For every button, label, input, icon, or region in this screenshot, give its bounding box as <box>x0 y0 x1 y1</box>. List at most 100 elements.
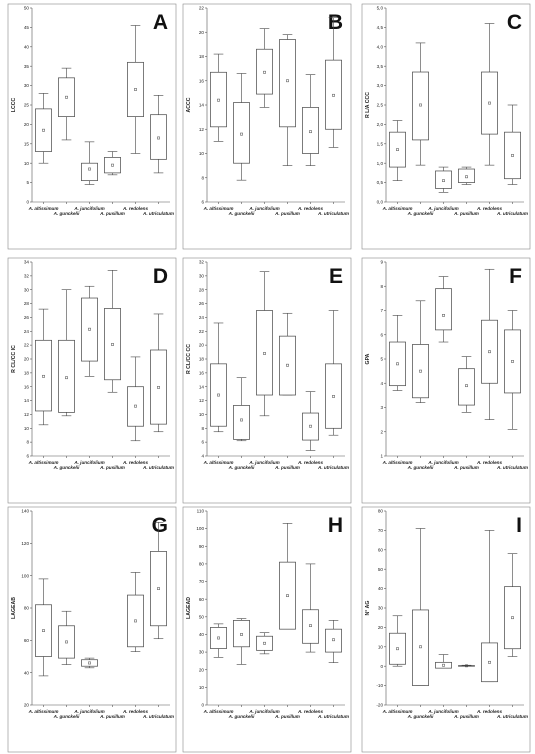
x-category-label: A. redolens <box>122 206 148 211</box>
box-5 <box>302 74 319 166</box>
iqr-box <box>35 339 52 412</box>
x-category-label: A. juncifolium <box>248 709 279 714</box>
box-4 <box>458 166 475 185</box>
iqr-box <box>256 310 273 396</box>
box-3 <box>81 141 98 185</box>
mean-marker <box>88 661 91 665</box>
mean-marker <box>42 629 45 632</box>
x-category-label: A. redolens <box>122 709 148 714</box>
mean-marker <box>157 587 160 590</box>
iqr-box <box>389 341 406 387</box>
box-2 <box>58 67 75 141</box>
mean-marker <box>419 103 422 107</box>
box-6 <box>504 104 521 185</box>
y-tick-label: 20 <box>24 122 30 127</box>
box-4 <box>458 356 475 413</box>
iqr-box <box>58 625 75 659</box>
y-tick-label: 32 <box>24 273 30 278</box>
x-category-label: A. pusillum <box>274 211 300 216</box>
y-tick-label: 26 <box>199 301 205 306</box>
x-category-label: A. utriculatum <box>496 465 528 470</box>
x-category-label: A. pusillum <box>453 211 479 216</box>
iqr-box <box>104 308 121 381</box>
mean-marker <box>286 363 289 367</box>
y-tick-label: 140 <box>21 509 29 514</box>
y-axis-label: LAGEAD <box>186 597 192 619</box>
box-1 <box>389 120 406 181</box>
mean-marker <box>111 343 114 346</box>
mean-marker <box>65 376 68 380</box>
x-category-label: A. pusillum <box>99 211 125 216</box>
box-5 <box>127 572 144 652</box>
y-tick-label: 12 <box>199 398 205 403</box>
x-category-label: A. utriculatum <box>317 465 349 470</box>
x-category-label: A. altissimum <box>28 460 59 465</box>
mean-marker <box>442 179 445 183</box>
x-category-label: A. redolens <box>297 709 323 714</box>
y-tick-label: 24 <box>199 315 205 320</box>
y-tick-label: 9 <box>380 260 383 265</box>
x-category-label: A. altissimum <box>28 206 59 211</box>
mean-marker <box>396 148 399 151</box>
y-tick-label: 34 <box>24 260 30 265</box>
y-tick-label: 25 <box>24 103 30 108</box>
y-tick-label: 4,5 <box>377 25 384 30</box>
panel-label: F <box>509 265 522 288</box>
y-tick-label: 7 <box>380 308 383 313</box>
y-tick-label: -10 <box>376 683 383 688</box>
y-tick-label: 30 <box>199 650 205 655</box>
y-tick-label: 40 <box>24 44 30 49</box>
iqr-box <box>210 363 227 427</box>
y-tick-label: 1,5 <box>377 141 384 146</box>
mean-marker <box>134 404 137 408</box>
mean-marker <box>65 640 68 644</box>
y-tick-label: 30 <box>24 287 30 292</box>
mean-marker <box>240 132 243 136</box>
box-6 <box>150 95 167 174</box>
box-6 <box>325 17 342 148</box>
mean-marker <box>240 633 243 636</box>
iqr-box <box>127 594 144 648</box>
box-2 <box>233 618 250 665</box>
y-tick-label: 10 <box>199 685 205 690</box>
panel-h: 0 10 20 30 40 50 60 70 80 90 100 110 LAGEAD H A. altis… <box>182 506 352 753</box>
y-tick-label: 18 <box>199 54 205 59</box>
y-tick-label: 100 <box>196 526 204 531</box>
iqr-box <box>389 131 406 168</box>
y-tick-label: 20 <box>378 625 384 630</box>
x-category-label: A. juncifolium <box>73 709 104 714</box>
iqr-box <box>210 627 227 649</box>
x-category-label: A. pusillum <box>274 465 300 470</box>
iqr-box <box>279 335 296 396</box>
box-3 <box>81 657 98 669</box>
y-tick-label: 20 <box>199 343 205 348</box>
box-3 <box>81 285 98 377</box>
y-axis-label: R CL/CC CC <box>186 344 192 374</box>
y-tick-label: 3,0 <box>377 83 384 88</box>
box-5 <box>481 23 498 166</box>
mean-marker <box>286 594 289 598</box>
iqr-box <box>481 319 498 384</box>
x-category-label: A. juncifolium <box>73 206 104 211</box>
x-category-label: A. juncifolium <box>73 460 104 465</box>
mean-marker <box>419 645 422 649</box>
panel-label: B <box>328 11 343 34</box>
x-category-label: A. gunckelii <box>53 465 81 470</box>
x-category-label: A. gunckelii <box>228 211 256 216</box>
y-tick-label: 28 <box>24 301 30 306</box>
y-tick-label: 22 <box>199 6 205 11</box>
x-category-label: A. altissimum <box>382 709 413 714</box>
y-tick-label: 50 <box>199 614 205 619</box>
x-category-label: A. juncifolium <box>248 460 279 465</box>
box-6 <box>150 313 167 433</box>
y-tick-label: 20 <box>24 357 30 362</box>
y-tick-label: 0,0 <box>377 200 384 205</box>
box-5 <box>302 563 319 653</box>
y-axis-label: ACCC <box>186 97 192 112</box>
panel-frame <box>361 3 531 250</box>
box-3 <box>435 654 452 669</box>
y-tick-label: 60 <box>199 597 205 602</box>
x-category-label: A. altissimum <box>203 460 234 465</box>
iqr-box <box>256 635 273 651</box>
